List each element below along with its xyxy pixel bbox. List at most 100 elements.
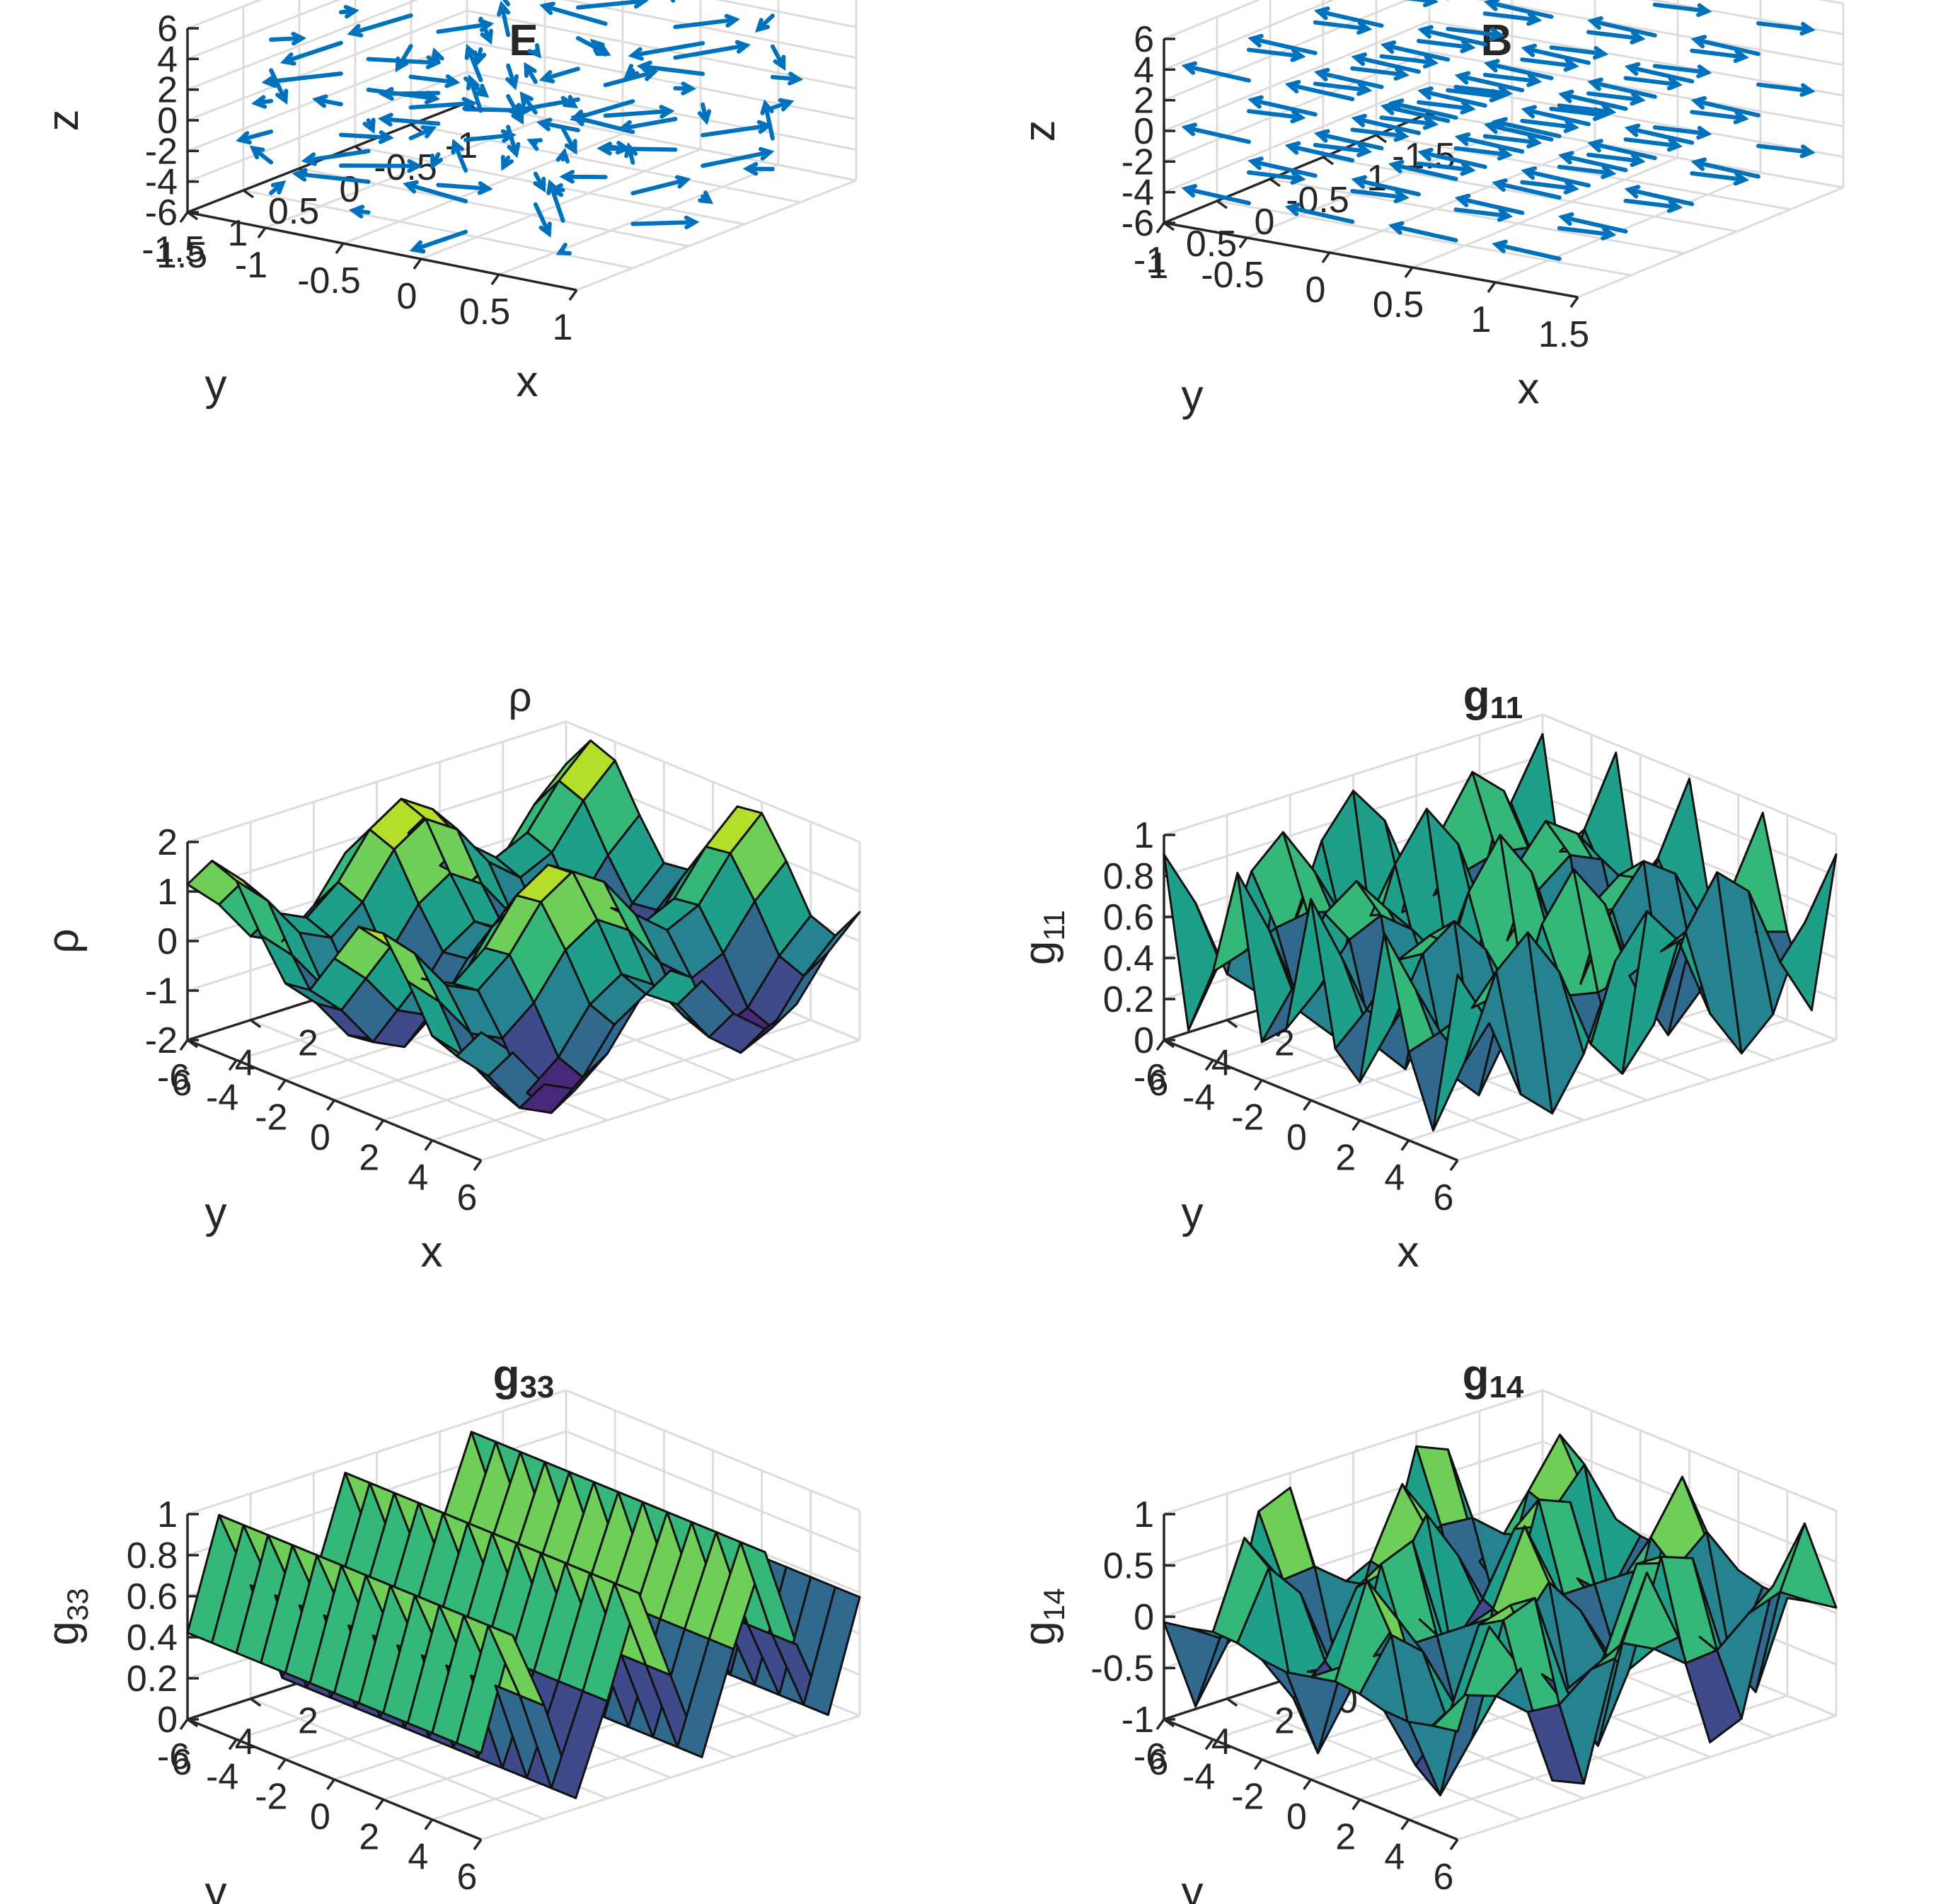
y-axis-label: y bbox=[205, 1189, 227, 1237]
y-tick-label: 0.5 bbox=[268, 191, 319, 232]
field-arrow bbox=[1417, 38, 1474, 50]
x-tick-label: -4 bbox=[1182, 1756, 1215, 1797]
field-arrow-head bbox=[1181, 183, 1198, 198]
grid-line bbox=[1246, 127, 1513, 239]
field-arrow bbox=[701, 149, 773, 168]
field-arrow bbox=[502, 0, 511, 7]
field-arrow-head bbox=[507, 142, 521, 158]
field-arrow-head bbox=[444, 74, 461, 88]
field-arrow-head bbox=[756, 120, 773, 134]
x-axis-label: x bbox=[421, 1228, 443, 1276]
field-arrow-head bbox=[1489, 27, 1505, 42]
field-arrow bbox=[1690, 110, 1747, 121]
x-tick-label: -1 bbox=[1134, 240, 1166, 281]
grid-line bbox=[1226, 1019, 1521, 1142]
z-tick-label: 0 bbox=[157, 100, 178, 142]
grid-line bbox=[420, 148, 701, 260]
field-arrow-head bbox=[1696, 3, 1712, 17]
x-tick-mark bbox=[277, 1079, 287, 1091]
field-arrow-head bbox=[1356, 143, 1373, 158]
field-arrow bbox=[1419, 88, 1487, 108]
field-arrow bbox=[603, 109, 673, 118]
field-arrow-head bbox=[755, 18, 771, 33]
x-tick-mark bbox=[1155, 1718, 1165, 1731]
x-tick-label: -0.5 bbox=[297, 260, 361, 301]
field-arrow bbox=[1523, 168, 1591, 188]
field-arrow-head bbox=[1696, 64, 1712, 79]
field-arrow bbox=[269, 68, 288, 103]
field-arrow-head bbox=[1422, 0, 1439, 8]
field-arrow-head bbox=[275, 88, 289, 105]
field-arrow bbox=[1623, 76, 1681, 87]
field-arrow bbox=[1482, 11, 1540, 23]
field-arrow-head bbox=[758, 146, 775, 161]
x-tick-label: -2 bbox=[1231, 1777, 1264, 1818]
field-arrow bbox=[1183, 64, 1251, 83]
field-arrow-head bbox=[570, 109, 586, 123]
x-tick-mark bbox=[1238, 236, 1248, 249]
field-arrow-head bbox=[1247, 156, 1264, 171]
grid-line bbox=[187, 0, 857, 60]
field-arrow bbox=[282, 40, 343, 64]
surface-face bbox=[1779, 853, 1838, 1012]
field-arrow bbox=[1313, 143, 1371, 154]
field-arrow bbox=[541, 67, 580, 81]
field-arrow bbox=[1382, 104, 1451, 123]
field-arrow-head bbox=[1380, 101, 1397, 115]
field-arrow bbox=[630, 219, 698, 226]
y-tick-label: 6 bbox=[1148, 1063, 1169, 1104]
x-tick-label: -6 bbox=[157, 1057, 190, 1098]
y-tick-label: 0.5 bbox=[1186, 224, 1237, 265]
y-axis-label: y bbox=[1182, 1868, 1204, 1904]
y-axis-label: y bbox=[1182, 1189, 1204, 1237]
field-arrow bbox=[1486, 122, 1554, 142]
field-arrow-head bbox=[760, 99, 774, 115]
x-tick-label: 4 bbox=[1384, 1158, 1405, 1199]
field-arrow-head bbox=[473, 83, 490, 98]
field-arrow bbox=[1693, 37, 1760, 57]
field-arrow-head bbox=[1630, 153, 1646, 168]
field-arrow-head bbox=[270, 180, 287, 195]
y-tick-mark bbox=[1226, 1697, 1238, 1707]
x-tick-label: -6 bbox=[1134, 1736, 1166, 1777]
y-axis-label: y bbox=[205, 1868, 227, 1904]
x-tick-mark bbox=[1204, 1738, 1214, 1750]
x-tick-label: 4 bbox=[408, 1158, 428, 1199]
field-arrow bbox=[1586, 30, 1644, 41]
field-arrow bbox=[1453, 207, 1511, 219]
x-tick-label: 6 bbox=[1434, 1177, 1454, 1218]
field-arrow-head bbox=[1483, 0, 1500, 11]
field-arrow-head bbox=[589, 38, 605, 54]
field-arrow bbox=[466, 45, 483, 83]
x-tick-label: -6 bbox=[1134, 1057, 1166, 1098]
chart-title: g14 bbox=[1463, 1351, 1524, 1404]
field-arrow-head bbox=[1521, 105, 1538, 119]
field-arrow-head bbox=[1454, 132, 1471, 146]
panel-B: -1 -0.5 0 0.5 1 1.510.50-0.5-1-1.56420-2-4-6x… bbox=[1015, 0, 1845, 420]
field-arrow-head bbox=[1630, 30, 1646, 45]
field-arrow bbox=[1549, 106, 1606, 117]
field-arrow-head bbox=[533, 176, 546, 193]
z-tick-label: -1 bbox=[145, 971, 178, 1012]
field-arrow bbox=[1316, 132, 1384, 151]
field-arrow-head bbox=[1380, 40, 1397, 54]
field-arrow-head bbox=[1526, 73, 1543, 88]
z-axis-label: z bbox=[1015, 120, 1064, 142]
field-arrow-head bbox=[1526, 134, 1543, 149]
x-tick-label: 0 bbox=[310, 1796, 330, 1837]
field-arrow-head bbox=[1690, 157, 1707, 171]
field-arrow bbox=[673, 17, 738, 30]
field-arrow-head bbox=[778, 98, 795, 112]
field-arrow bbox=[1623, 198, 1681, 209]
field-arrow bbox=[1313, 20, 1371, 31]
field-arrow bbox=[1693, 160, 1760, 179]
field-arrow bbox=[1286, 205, 1355, 224]
field-arrow-head bbox=[1417, 25, 1434, 39]
x-tick-mark bbox=[1352, 1119, 1361, 1131]
field-arrow-head bbox=[536, 117, 553, 132]
field-arrow-head bbox=[1601, 165, 1617, 180]
field-arrow bbox=[366, 57, 439, 65]
field-arrow bbox=[603, 69, 657, 88]
field-arrow-head bbox=[1460, 162, 1476, 176]
field-arrow bbox=[638, 64, 705, 76]
